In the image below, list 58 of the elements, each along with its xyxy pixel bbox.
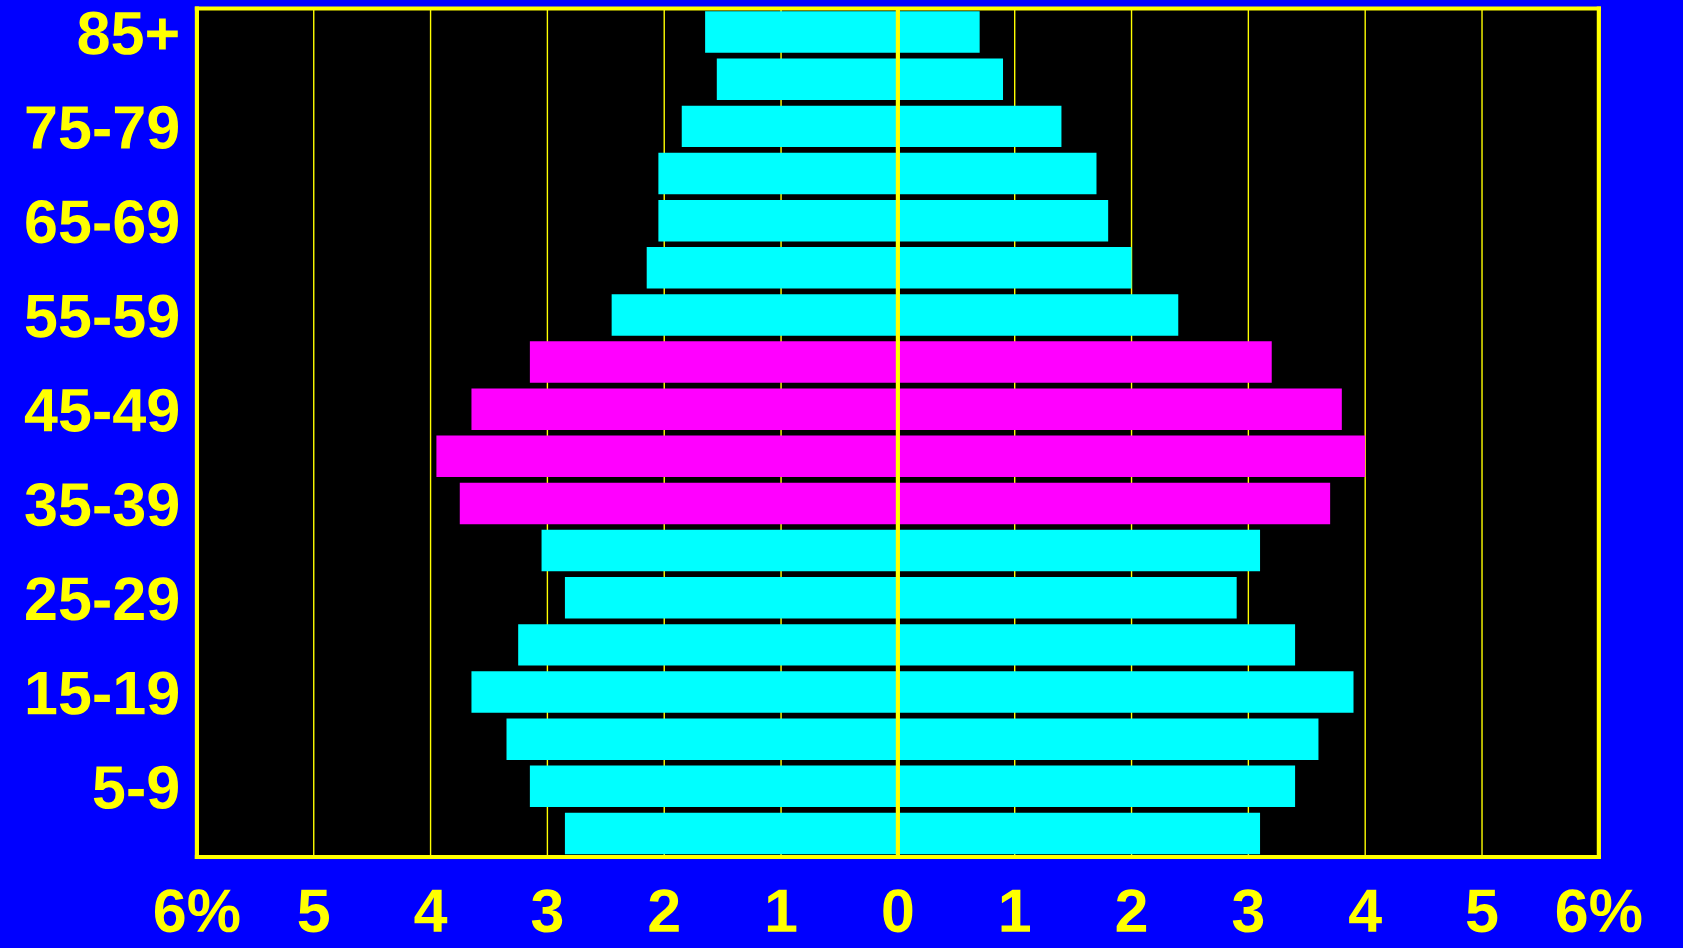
x-tick-label: 3 xyxy=(531,889,563,933)
bar xyxy=(897,388,1342,430)
bar xyxy=(459,482,898,525)
bar xyxy=(897,765,1296,808)
y-tick-label: 45-49 xyxy=(24,388,178,432)
y-tick-label: 5-9 xyxy=(93,765,178,810)
bar xyxy=(506,718,898,760)
y-tick-label: 35-39 xyxy=(25,482,178,527)
x-tick-label: 5 xyxy=(298,889,330,933)
bar xyxy=(436,435,898,478)
x-tick-label: 4 xyxy=(414,889,448,932)
bar xyxy=(897,482,1331,525)
bar xyxy=(897,341,1272,383)
bar xyxy=(681,105,898,148)
x-tick-label: 2 xyxy=(649,889,679,932)
bar xyxy=(529,341,898,383)
bar xyxy=(471,671,898,713)
bar xyxy=(529,765,898,808)
bar xyxy=(646,247,898,289)
bar xyxy=(897,152,1097,195)
x-tick-label: 1 xyxy=(767,889,797,932)
x-tick-label: 6% xyxy=(154,889,240,933)
y-tick-label: 25-29 xyxy=(26,577,178,621)
x-tick-label: 3 xyxy=(1232,889,1264,933)
bar xyxy=(897,624,1296,666)
bar xyxy=(897,247,1132,289)
bar xyxy=(897,671,1354,713)
bar xyxy=(716,58,898,100)
x-tick-label: 2 xyxy=(1116,889,1147,932)
bar xyxy=(897,11,980,53)
y-tick-label: 65-69 xyxy=(26,200,178,244)
bar xyxy=(897,718,1319,760)
y-tick-label: 55-59 xyxy=(25,294,178,338)
bar xyxy=(658,199,898,242)
x-tick-label: 0 xyxy=(883,889,913,933)
x-tick-label: 6% xyxy=(1556,889,1642,933)
bar xyxy=(564,812,898,855)
bar xyxy=(897,812,1261,855)
bar xyxy=(658,152,898,195)
bar xyxy=(705,11,898,53)
bar xyxy=(897,577,1237,619)
y-tick-label: 15-19 xyxy=(27,671,178,715)
x-tick-label: 5 xyxy=(1466,889,1498,933)
bar xyxy=(471,388,898,430)
bar xyxy=(897,199,1109,242)
bar xyxy=(897,58,1004,100)
x-tick-label: 1 xyxy=(1001,889,1030,932)
y-tick-label: 85+ xyxy=(78,11,178,55)
x-tick-label: 4 xyxy=(1349,889,1382,932)
bar xyxy=(897,435,1366,478)
bar xyxy=(897,105,1062,148)
bar xyxy=(611,294,898,336)
y-tick-label: 75-79 xyxy=(26,105,178,150)
bar xyxy=(897,529,1261,572)
bar xyxy=(518,624,898,666)
bar xyxy=(564,577,898,619)
bar xyxy=(541,529,898,572)
bar xyxy=(897,294,1179,336)
